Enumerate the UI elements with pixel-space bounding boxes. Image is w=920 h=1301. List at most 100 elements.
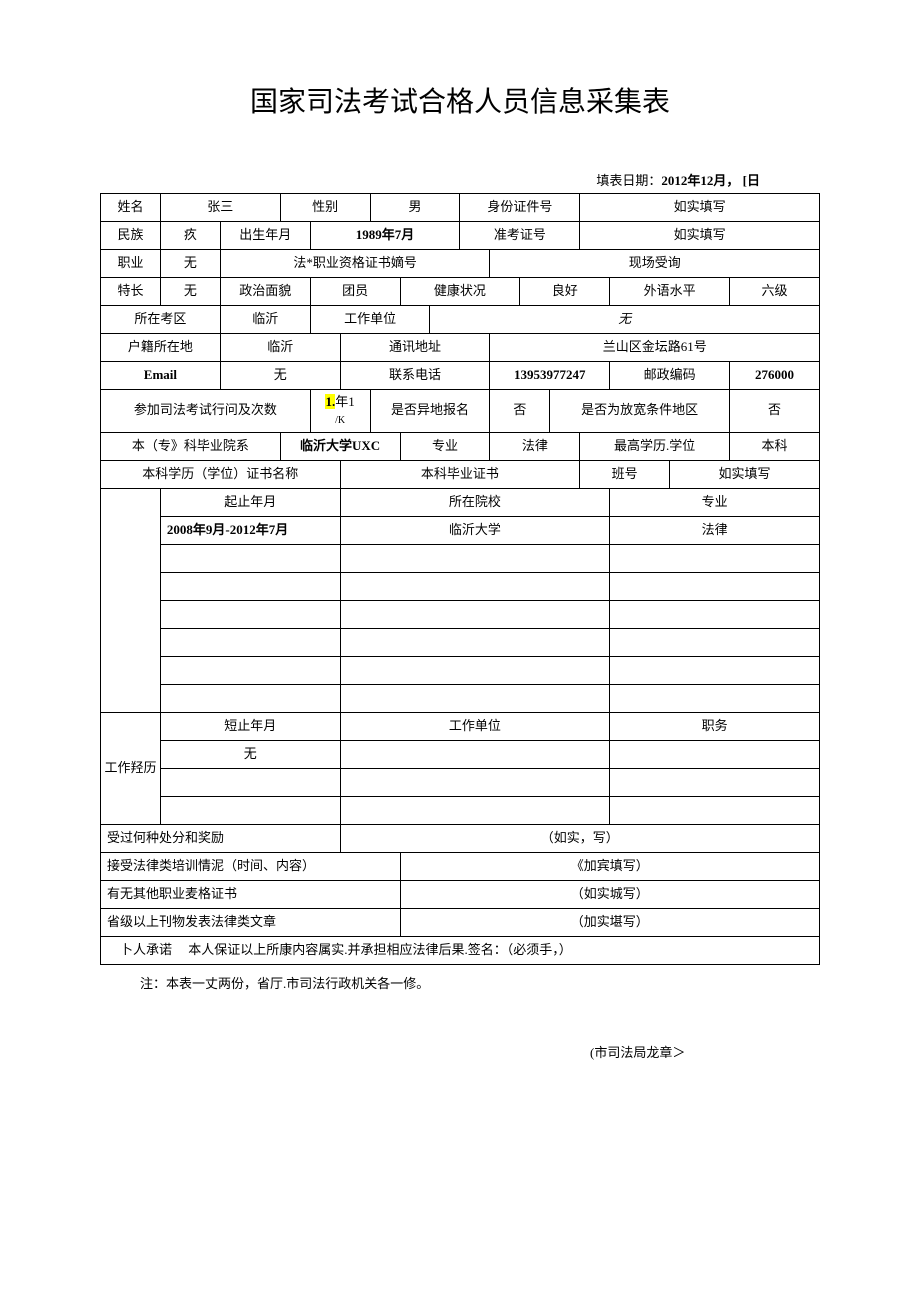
label-phone: 联系电话	[340, 362, 490, 390]
edu-school: 临沂大学	[340, 516, 610, 544]
value-foreign: 六级	[730, 278, 820, 306]
value-bachcert: 本科毕业证书	[340, 460, 580, 488]
label-politics: 政治面貌	[220, 278, 310, 306]
edu-row-empty	[610, 600, 820, 628]
value-health: 良好	[520, 278, 610, 306]
edu-row-empty	[340, 544, 610, 572]
edu-row-empty	[160, 544, 340, 572]
value-othercert: （如实城写）	[400, 880, 819, 908]
label-ethnicity: 民族	[101, 222, 161, 250]
value-name: 张三	[160, 194, 280, 222]
value-highedu: 本科	[730, 432, 820, 460]
edu-row-empty	[610, 656, 820, 684]
value-residence: 临沂	[220, 334, 340, 362]
label-qualcert: 法*职业资格证书嫡号	[220, 250, 490, 278]
value-relaxed: 否	[730, 390, 820, 433]
value-training: 《加宾填写）	[400, 852, 819, 880]
label-remote: 是否异地报名	[370, 390, 490, 433]
value-punishment: （如实，写）	[340, 824, 819, 852]
label-relaxed: 是否为放宽条件地区	[550, 390, 730, 433]
work-row-empty	[610, 768, 820, 796]
label-specialty: 特长	[101, 278, 161, 306]
label-gender: 性别	[280, 194, 370, 222]
edu-row-empty	[340, 684, 610, 712]
label-training: 接受法律类培训情泥（时间、内容）	[101, 852, 401, 880]
value-specialty: 无	[160, 278, 220, 306]
edu-row-empty	[160, 600, 340, 628]
edu-row-empty	[160, 684, 340, 712]
label-period: 起止年月	[160, 488, 340, 516]
value-examarea: 临沂	[220, 306, 310, 334]
form-title: 国家司法考试合格人员信息采集表	[100, 80, 820, 120]
work-row-empty	[160, 796, 340, 824]
edu-history-blank	[101, 488, 161, 712]
value-id: 如实填写	[580, 194, 820, 222]
edu-major: 法律	[610, 516, 820, 544]
value-occupation: 无	[160, 250, 220, 278]
label-school: 所在院校	[340, 488, 610, 516]
label-foreign: 外语水平	[610, 278, 730, 306]
info-form-table: 姓名 张三 性别 男 身份证件号 如实填写 民族 疚 出生年月 1989年7月 …	[100, 193, 820, 965]
edu-row-empty	[610, 572, 820, 600]
label-major: 专业	[400, 432, 490, 460]
label-workunit2: 工作单位	[340, 712, 610, 740]
work-row-empty	[340, 740, 610, 768]
label-name: 姓名	[101, 194, 161, 222]
value-examcount: 1.年1/K	[310, 390, 370, 433]
promise-row: 卜人承诺 本人保证以上所康内容属实.并承担相应法律后果.签名：（必须手，）	[101, 936, 820, 964]
value-publication: （加实堪写）	[400, 908, 819, 936]
value-major: 法律	[490, 432, 580, 460]
label-email: Email	[101, 362, 221, 390]
label-examcount: 参加司法考试行问及次数	[101, 390, 311, 433]
label-examarea: 所在考区	[101, 306, 221, 334]
edu-row-empty	[340, 628, 610, 656]
value-examno: 如实填写	[580, 222, 820, 250]
stamp-text: (市司法局龙章＞	[100, 1042, 820, 1061]
value-workunit: 无	[430, 306, 820, 334]
value-phone: 13953977247	[490, 362, 610, 390]
label-postal: 邮政编码	[610, 362, 730, 390]
label-examno: 准考证号	[460, 222, 580, 250]
work-none: 无	[160, 740, 340, 768]
edu-row-empty	[160, 656, 340, 684]
label-occupation: 职业	[101, 250, 161, 278]
work-row-empty	[340, 796, 610, 824]
label-gradschool: 本（专》科毕业院系	[101, 432, 281, 460]
work-row-empty	[160, 768, 340, 796]
value-remote: 否	[490, 390, 550, 433]
value-address: 兰山区金坛路61号	[490, 334, 820, 362]
edu-row-empty	[610, 544, 820, 572]
label-id: 身份证件号	[460, 194, 580, 222]
edu-row-empty	[160, 628, 340, 656]
label-residence: 户籍所在地	[101, 334, 221, 362]
work-row-empty	[610, 796, 820, 824]
label-birth: 出生年月	[220, 222, 310, 250]
document-page: 国家司法考试合格人员信息采集表 填表日期：2012年12月， [日 姓名 张三 …	[0, 0, 920, 1061]
edu-row-empty	[340, 572, 610, 600]
value-ethnicity: 疚	[160, 222, 220, 250]
value-classno: 如实填写	[670, 460, 820, 488]
label-workunit: 工作单位	[310, 306, 430, 334]
label-classno: 班号	[580, 460, 670, 488]
edu-row-empty	[340, 600, 610, 628]
label-position: 职务	[610, 712, 820, 740]
footnote: 注：本表一丈两份，省厅.市司法行政机关各一修。	[100, 973, 820, 992]
value-postal: 276000	[730, 362, 820, 390]
label-bachcert: 本科学历（学位）证书名称	[101, 460, 341, 488]
label-address: 通讯地址	[340, 334, 490, 362]
edu-row-empty	[160, 572, 340, 600]
value-gradschool: 临沂大学UXC	[280, 432, 400, 460]
edu-period: 2008年9月-2012年7月	[160, 516, 340, 544]
work-row-empty	[610, 740, 820, 768]
value-email: 无	[220, 362, 340, 390]
edu-row-empty	[340, 656, 610, 684]
value-gender: 男	[370, 194, 460, 222]
label-punishment: 受过何种处分和奖励	[101, 824, 341, 852]
label-publication: 省级以上刊物发表法律类文章	[101, 908, 401, 936]
label-othercert: 有无其他职业麦格证书	[101, 880, 401, 908]
fill-date: 填表日期：2012年12月， [日	[100, 170, 820, 189]
label-health: 健康状况	[400, 278, 520, 306]
label-workperiod: 短止年月	[160, 712, 340, 740]
label-workhistory: 工作羟历	[101, 712, 161, 824]
work-row-empty	[340, 768, 610, 796]
